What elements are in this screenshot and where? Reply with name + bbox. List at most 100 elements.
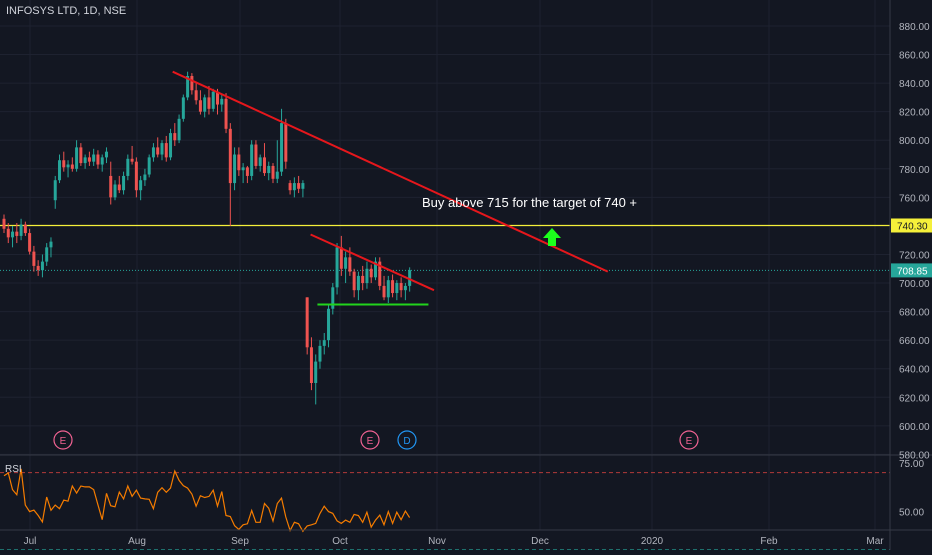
time-tick-label: Dec — [531, 536, 549, 547]
candle-body — [6, 228, 10, 238]
candle-body — [378, 261, 382, 286]
candle-body — [369, 268, 373, 278]
price-tick-label: 860.00 — [899, 51, 930, 62]
earnings-marker[interactable]: E — [679, 430, 699, 450]
candle-body — [318, 345, 322, 362]
level-price-label: 740.30 — [897, 221, 928, 232]
candle-body — [2, 218, 6, 229]
candle-body — [87, 157, 91, 162]
candle-body — [122, 175, 126, 191]
candle-body — [143, 174, 147, 181]
price-tick-label: 580.00 — [899, 450, 930, 461]
rsi-tick-label: 50.00 — [899, 507, 924, 518]
candle-body — [96, 154, 100, 165]
up-arrow-icon — [543, 228, 561, 246]
price-tick-label: 760.00 — [899, 193, 930, 204]
candle-body — [207, 97, 211, 109]
candle-body — [403, 285, 407, 291]
candle-body — [258, 157, 262, 166]
candle-body — [237, 154, 241, 171]
candle-body — [181, 97, 185, 119]
time-tick-label: Nov — [428, 536, 446, 547]
candle-body — [356, 275, 360, 291]
candle-body — [314, 361, 318, 383]
candle-body — [70, 164, 74, 169]
candle-body — [250, 144, 254, 176]
candle-body — [92, 154, 96, 162]
candle-body — [186, 75, 190, 98]
candle-body — [382, 285, 386, 298]
candle-body — [365, 268, 369, 284]
candle-body — [399, 283, 403, 291]
buy-annotation: Buy above 715 for the target of 740 + — [422, 195, 637, 210]
price-tick-label: 880.00 — [899, 22, 930, 33]
time-tick-label: Mar — [866, 536, 884, 547]
candle-body — [160, 143, 164, 155]
price-tick-label: 660.00 — [899, 336, 930, 347]
candle-body — [173, 133, 177, 141]
event-circle — [679, 430, 699, 450]
candle-body — [408, 270, 412, 286]
price-tick-label: 700.00 — [899, 279, 930, 290]
candle-body — [322, 340, 326, 346]
candle-body — [139, 180, 143, 191]
time-tick-label: 2020 — [641, 536, 664, 547]
candle-body — [267, 165, 271, 174]
candle-body — [177, 118, 181, 141]
trendline-major-resistance — [172, 70, 609, 273]
time-tick-label: Sep — [231, 536, 249, 547]
candle-body — [11, 231, 15, 238]
candle-body — [62, 160, 66, 168]
candle-body — [23, 224, 27, 234]
candle-body — [169, 133, 173, 158]
candle-body — [126, 158, 130, 176]
candle-body — [49, 241, 53, 248]
candles — [2, 71, 412, 405]
level-price-badge — [891, 218, 932, 233]
candle-body — [284, 123, 288, 162]
candle-body — [224, 98, 228, 129]
price-tick-label: 680.00 — [899, 308, 930, 319]
rsi-line — [3, 468, 411, 533]
candle-body — [305, 297, 309, 348]
dividend-marker[interactable]: D — [397, 430, 417, 450]
event-symbol: D — [403, 436, 410, 447]
candle-body — [113, 184, 117, 198]
candle-body — [58, 160, 62, 181]
last-price-badge — [891, 263, 932, 278]
candle-body — [344, 257, 348, 269]
candle-body — [254, 144, 258, 166]
earnings-marker[interactable]: E — [53, 430, 73, 450]
earnings-marker[interactable]: E — [360, 430, 380, 450]
time-tick-label: Aug — [128, 536, 146, 547]
candle-body — [109, 175, 113, 198]
event-symbol: E — [686, 436, 693, 447]
candle-body — [386, 280, 390, 298]
candle-body — [104, 151, 108, 158]
candle-body — [262, 157, 266, 174]
candle-body — [36, 265, 40, 271]
candle-body — [79, 147, 83, 164]
candle-body — [228, 128, 232, 184]
candle-body — [198, 100, 202, 112]
candle-body — [53, 180, 57, 201]
symbol-title: INFOSYS LTD, 1D, NSE — [6, 5, 126, 17]
candle-body — [220, 98, 224, 105]
time-tick-label: Jul — [24, 536, 37, 547]
event-circle — [397, 430, 417, 450]
time-tick-label: Feb — [760, 536, 778, 547]
candle-body — [245, 167, 249, 176]
candle-body — [151, 147, 155, 158]
candle-body — [301, 183, 305, 189]
candle-body — [348, 257, 352, 272]
candle-body — [275, 171, 279, 179]
event-symbol: E — [367, 436, 374, 447]
candle-body — [280, 123, 284, 172]
trendline-minor-resistance — [310, 233, 435, 292]
candle-body — [327, 308, 331, 341]
candle-body — [352, 271, 356, 291]
price-tick-label: 640.00 — [899, 365, 930, 376]
